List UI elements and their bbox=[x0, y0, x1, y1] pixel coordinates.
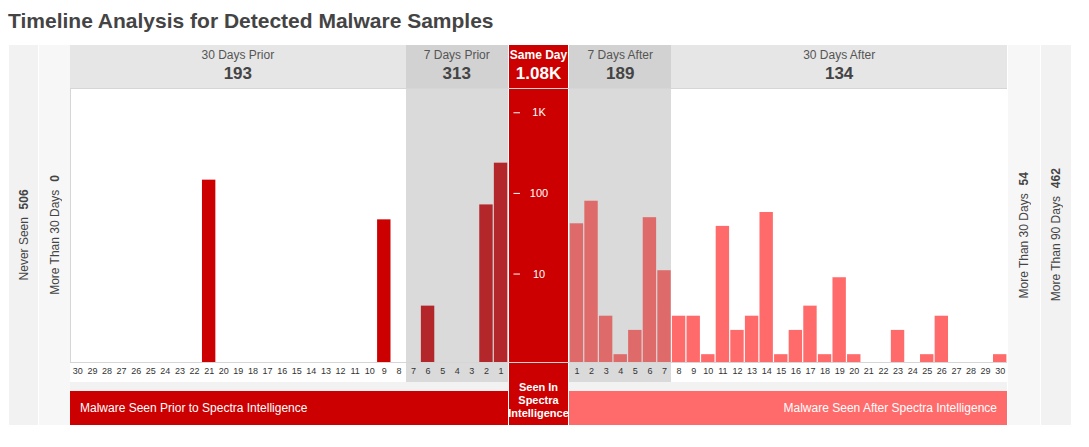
svg-text:2: 2 bbox=[484, 366, 489, 376]
svg-text:28: 28 bbox=[102, 366, 112, 376]
html-text:54: 54 bbox=[1017, 171, 1031, 186]
svg-text:26: 26 bbox=[937, 366, 947, 376]
svg-text:26: 26 bbox=[131, 366, 141, 376]
html-text:30 Days Prior: 30 Days Prior bbox=[201, 48, 275, 62]
svg-text:4: 4 bbox=[618, 366, 623, 376]
html-text:7 Days Prior: 7 Days Prior bbox=[423, 48, 490, 62]
svg-text:10: 10 bbox=[365, 366, 375, 376]
html-text:0: 0 bbox=[47, 175, 62, 182]
svg-text:23: 23 bbox=[893, 366, 903, 376]
svg-text:100: 100 bbox=[530, 187, 548, 199]
svg-text:6: 6 bbox=[647, 366, 652, 376]
html-text:More Than 30 Days: More Than 30 Days bbox=[47, 189, 62, 295]
svg-text:10: 10 bbox=[703, 366, 713, 376]
svg-text:14: 14 bbox=[306, 366, 316, 376]
svg-text:4: 4 bbox=[455, 366, 460, 376]
svg-text:21: 21 bbox=[864, 366, 874, 376]
svg-text:17: 17 bbox=[805, 366, 815, 376]
html-text:Malware Seen Prior to Spectra: Malware Seen Prior to Spectra Intelligen… bbox=[80, 401, 308, 415]
svg-text:3: 3 bbox=[604, 366, 609, 376]
svg-text:27: 27 bbox=[117, 366, 127, 376]
html-text:Same Day: Same Day bbox=[509, 48, 568, 62]
html-text:462: 462 bbox=[1049, 168, 1063, 189]
svg-text:8: 8 bbox=[677, 366, 682, 376]
svg-text:23: 23 bbox=[175, 366, 185, 376]
html-text:More Than 90 Days: More Than 90 Days bbox=[1049, 196, 1063, 302]
svg-text:1: 1 bbox=[574, 366, 579, 376]
svg-text:24: 24 bbox=[908, 366, 918, 376]
svg-text:30: 30 bbox=[73, 366, 83, 376]
svg-text:10: 10 bbox=[533, 268, 545, 280]
html-text:Timeline Analysis for Detected: Timeline Analysis for Detected Malware S… bbox=[8, 9, 494, 32]
svg-text:1: 1 bbox=[499, 366, 504, 376]
svg-text:30: 30 bbox=[995, 366, 1005, 376]
svg-text:5: 5 bbox=[440, 366, 445, 376]
svg-text:9: 9 bbox=[382, 366, 387, 376]
svg-text:24: 24 bbox=[160, 366, 170, 376]
html-text:Never Seen: Never Seen bbox=[16, 217, 31, 281]
html-text:7 Days After: 7 Days After bbox=[587, 48, 653, 62]
svg-text:14: 14 bbox=[762, 366, 772, 376]
svg-text:19: 19 bbox=[835, 366, 845, 376]
svg-text:2: 2 bbox=[589, 366, 594, 376]
html-text:Seen In Spectra Intelligence: Seen In Spectra Intelligence bbox=[508, 381, 569, 419]
svg-text:13: 13 bbox=[747, 366, 757, 376]
svg-text:6: 6 bbox=[426, 366, 431, 376]
svg-text:16: 16 bbox=[277, 366, 287, 376]
svg-text:27: 27 bbox=[951, 366, 961, 376]
svg-text:22: 22 bbox=[878, 366, 888, 376]
html-text:189: 189 bbox=[606, 64, 635, 83]
html-text:Malware Seen After Spectra Int: Malware Seen After Spectra Intelligence bbox=[783, 401, 997, 415]
svg-text:16: 16 bbox=[791, 366, 801, 376]
svg-text:15: 15 bbox=[292, 366, 302, 376]
svg-text:17: 17 bbox=[263, 366, 273, 376]
svg-text:29: 29 bbox=[981, 366, 991, 376]
svg-text:21: 21 bbox=[204, 366, 214, 376]
svg-text:11: 11 bbox=[718, 366, 727, 376]
html-text:134: 134 bbox=[825, 64, 854, 83]
svg-text:1K: 1K bbox=[532, 106, 546, 118]
svg-text:8: 8 bbox=[396, 366, 401, 376]
svg-text:11: 11 bbox=[350, 366, 359, 376]
svg-text:15: 15 bbox=[776, 366, 786, 376]
html-text:506: 506 bbox=[16, 189, 31, 210]
svg-text:28: 28 bbox=[966, 366, 976, 376]
html-text:30 Days After: 30 Days After bbox=[803, 48, 876, 62]
svg-text:20: 20 bbox=[219, 366, 229, 376]
svg-text:5: 5 bbox=[633, 366, 638, 376]
svg-text:3: 3 bbox=[469, 366, 474, 376]
svg-text:12: 12 bbox=[335, 366, 345, 376]
svg-text:20: 20 bbox=[849, 366, 859, 376]
svg-text:7: 7 bbox=[411, 366, 416, 376]
html-text:193: 193 bbox=[223, 64, 252, 83]
html-text:More Than 30 Days: More Than 30 Days bbox=[1017, 193, 1031, 299]
svg-text:13: 13 bbox=[321, 366, 331, 376]
svg-text:18: 18 bbox=[248, 366, 258, 376]
svg-text:9: 9 bbox=[691, 366, 696, 376]
svg-text:29: 29 bbox=[87, 366, 97, 376]
svg-text:25: 25 bbox=[922, 366, 932, 376]
svg-text:7: 7 bbox=[662, 366, 667, 376]
svg-text:19: 19 bbox=[233, 366, 243, 376]
svg-text:12: 12 bbox=[732, 366, 742, 376]
svg-text:22: 22 bbox=[190, 366, 200, 376]
svg-text:18: 18 bbox=[820, 366, 830, 376]
svg-text:25: 25 bbox=[146, 366, 156, 376]
html-text:1.08K: 1.08K bbox=[515, 64, 562, 83]
html-text:313: 313 bbox=[442, 64, 471, 83]
